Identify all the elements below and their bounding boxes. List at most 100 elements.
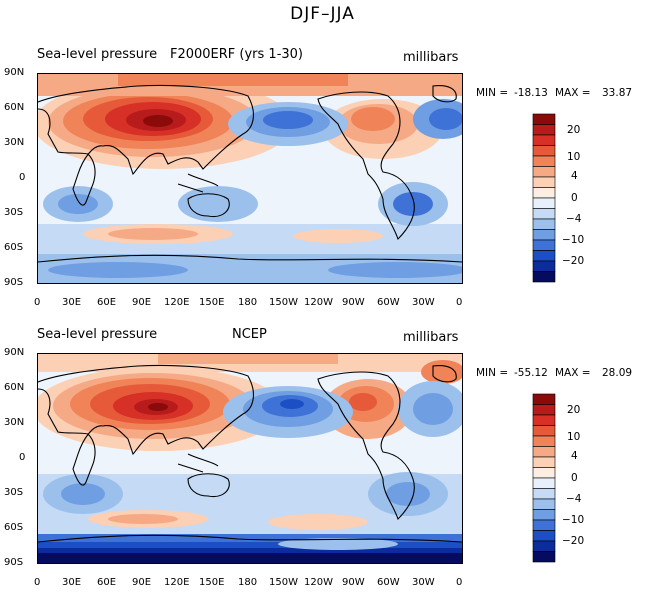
lat-label: 60N [4, 102, 25, 113]
lat-label: 30S [4, 207, 24, 218]
lon-label: 90W [342, 577, 365, 588]
colorbar-swatch [532, 551, 556, 563]
panel-1-max-label: MAX = [555, 87, 591, 99]
panel-1-colorbar [532, 113, 556, 283]
lon-label: 0 [456, 297, 463, 308]
colorbar-label: 0 [571, 192, 578, 204]
colorbar-swatch [532, 113, 556, 125]
colorbar-label: −10 [562, 234, 585, 246]
figure-title: DJF–JJA [290, 4, 355, 24]
lat-label: 30S [4, 487, 24, 498]
panel-1-units: millibars [403, 50, 459, 65]
lon-label: 90E [132, 297, 152, 308]
panel-2-contour-field [38, 354, 462, 563]
colorbar-label: −20 [562, 255, 585, 267]
lon-label: 0 [34, 577, 41, 588]
lon-label: 60W [377, 577, 400, 588]
lon-label: 60E [97, 577, 117, 588]
lon-label: 150W [269, 297, 298, 308]
colorbar-swatch [532, 414, 556, 426]
lat-label: 90N [4, 67, 25, 78]
colorbar-swatch [532, 145, 556, 157]
lon-label: 120W [304, 577, 333, 588]
lon-label: 30W [412, 577, 435, 588]
lon-label: 30E [62, 297, 82, 308]
lat-label: 60N [4, 382, 25, 393]
colorbar-swatch [532, 519, 556, 531]
colorbar-swatch [532, 124, 556, 136]
colorbar-swatch [532, 208, 556, 220]
colorbar-swatch [532, 456, 556, 468]
colorbar-swatch [532, 509, 556, 521]
panel-2-center-title: NCEP [232, 327, 267, 342]
lon-label: 150W [269, 577, 298, 588]
lon-label: 150E [199, 297, 225, 308]
panel-2-min-value: -55.12 [514, 367, 548, 379]
lon-label: 60E [97, 297, 117, 308]
lat-label: 30N [4, 137, 25, 148]
lon-label: 90E [132, 577, 152, 588]
colorbar-label: 0 [571, 472, 578, 484]
lon-label: 120E [164, 297, 190, 308]
panel-2-colorbar [532, 393, 556, 563]
colorbar-swatch [532, 530, 556, 542]
colorbar-label: −20 [562, 535, 585, 547]
colorbar-label: 4 [571, 170, 578, 182]
lon-label: 0 [456, 577, 463, 588]
panel-1-min-label: MIN = [476, 87, 509, 99]
colorbar-swatch [532, 393, 556, 405]
colorbar-swatch [532, 239, 556, 251]
colorbar-swatch [532, 187, 556, 199]
lat-label: 60S [4, 242, 24, 253]
lat-label: 30N [4, 417, 25, 428]
lon-label: 0 [34, 297, 41, 308]
colorbar-swatch [532, 404, 556, 416]
lon-label: 180 [238, 297, 258, 308]
panel-1-min-value: -18.13 [514, 87, 548, 99]
lat-label: 90N [4, 347, 25, 358]
colorbar-swatch [532, 540, 556, 552]
panel-2-max-label: MAX = [555, 367, 591, 379]
colorbar-swatch [532, 488, 556, 500]
lon-label: 180 [238, 577, 258, 588]
lon-label: 150E [199, 577, 225, 588]
colorbar-label: 20 [567, 124, 581, 136]
colorbar-swatch [532, 425, 556, 437]
colorbar-label: 20 [567, 404, 581, 416]
panel-1-contour-field [38, 74, 462, 283]
lon-label: 120E [164, 577, 190, 588]
colorbar-label: 4 [571, 450, 578, 462]
panel-1-map[interactable] [37, 73, 463, 284]
lon-label: 90W [342, 297, 365, 308]
panel-2-max-value: 28.09 [602, 367, 633, 379]
lon-label: 120W [304, 297, 333, 308]
colorbar-label: −4 [566, 493, 582, 505]
panel-1-center-title: F2000ERF (yrs 1-30) [170, 47, 304, 62]
colorbar-swatch [532, 176, 556, 188]
lat-label: 60S [4, 522, 24, 533]
colorbar-swatch [532, 250, 556, 262]
lon-label: 30E [62, 577, 82, 588]
colorbar-label: −4 [566, 213, 582, 225]
lon-label: 30W [412, 297, 435, 308]
colorbar-swatch [532, 260, 556, 272]
colorbar-label: 10 [567, 431, 581, 443]
colorbar-swatch [532, 197, 556, 209]
panel-2-map[interactable] [37, 353, 463, 564]
colorbar-swatch [532, 477, 556, 489]
panel-1-max-value: 33.87 [602, 87, 633, 99]
colorbar-swatch [532, 446, 556, 458]
colorbar-label: 10 [567, 151, 581, 163]
panel-2-left-title: Sea-level pressure [37, 327, 158, 342]
colorbar-swatch [532, 229, 556, 241]
colorbar-swatch [532, 435, 556, 447]
colorbar-swatch [532, 218, 556, 230]
colorbar-label: −10 [562, 514, 585, 526]
lat-label: 0 [19, 172, 26, 183]
panel-2-min-label: MIN = [476, 367, 509, 379]
panel-1-left-title: Sea-level pressure [37, 47, 158, 62]
lat-label: 0 [19, 452, 26, 463]
lat-label: 90S [4, 557, 24, 568]
lon-label: 60W [377, 297, 400, 308]
colorbar-swatch [532, 134, 556, 146]
